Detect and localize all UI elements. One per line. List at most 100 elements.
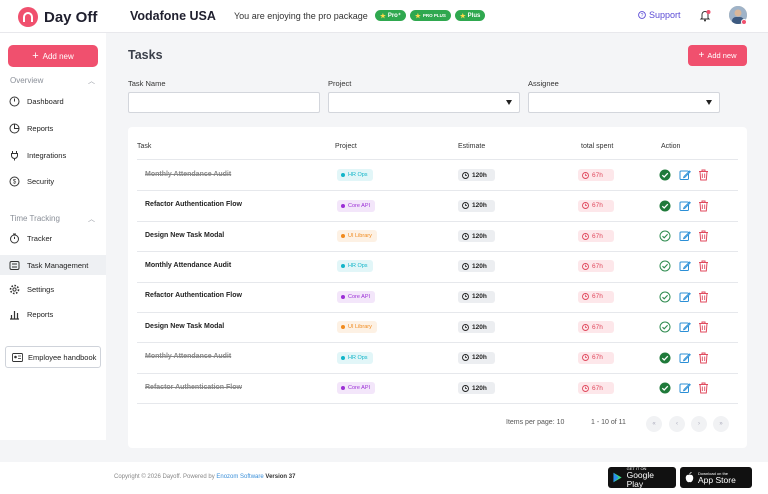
estimate-badge: 120h: [458, 169, 495, 182]
delete-button[interactable]: [698, 230, 709, 242]
task-name-cell[interactable]: Refactor Authentication Flow: [145, 383, 242, 391]
estimate-badge: 120h: [458, 260, 495, 273]
sidebar-item-tracker[interactable]: Tracker: [0, 228, 106, 248]
delete-button[interactable]: [698, 321, 709, 333]
complete-toggle[interactable]: [659, 321, 671, 333]
clock-icon: [582, 354, 589, 362]
complete-toggle[interactable]: [659, 291, 671, 303]
complete-toggle[interactable]: [659, 352, 671, 364]
project-select[interactable]: [328, 92, 520, 113]
assignee-label: Assignee: [528, 79, 559, 88]
complete-toggle[interactable]: [659, 260, 671, 272]
google-play-button[interactable]: GET IT ON Google Play: [608, 466, 676, 489]
previous-page-button[interactable]: ‹: [669, 416, 685, 432]
delete-button[interactable]: [698, 291, 709, 303]
project-tag: UI Library: [337, 321, 377, 334]
project-color-dot: [341, 294, 345, 299]
column-header-task: Task: [137, 143, 152, 150]
task-name-cell[interactable]: Monthly Attendance Audit: [145, 353, 232, 361]
column-header-total-spent: total spent: [581, 143, 614, 150]
sidebar-item-reports[interactable]: Reports: [0, 118, 106, 138]
edit-icon: [679, 261, 691, 272]
last-page-button[interactable]: »: [713, 416, 729, 432]
bar-chart-icon: [10, 310, 19, 320]
next-page-button[interactable]: ›: [691, 416, 707, 432]
complete-toggle[interactable]: [659, 382, 671, 394]
project-color-dot: [341, 325, 345, 330]
edit-icon: [679, 322, 691, 333]
edit-button[interactable]: [679, 169, 691, 181]
employee-handbook-button[interactable]: Employee handbook: [5, 346, 101, 368]
trash-icon: [699, 230, 708, 242]
edit-button[interactable]: [679, 352, 691, 364]
sidebar-add-new-button[interactable]: + Add new: [8, 45, 98, 67]
task-name-cell[interactable]: Monthly Attendance Audit: [145, 170, 232, 178]
pie-chart-icon: [9, 123, 20, 133]
sidebar-item-integrations[interactable]: Integrations: [0, 145, 106, 165]
task-name-cell[interactable]: Design New Task Modal: [145, 231, 225, 239]
edit-button[interactable]: [679, 291, 691, 303]
pro-badge: ★ Pro⁺: [375, 10, 406, 21]
task-name-cell[interactable]: Monthly Attendance Audit: [145, 261, 232, 269]
check-circle-outline-icon: [659, 260, 671, 272]
task-name-input[interactable]: [128, 92, 320, 113]
edit-button[interactable]: [679, 382, 691, 394]
google-play-icon: [613, 472, 622, 483]
delete-button[interactable]: [698, 169, 709, 181]
project-color-dot: [341, 264, 345, 269]
sidebar-item-security[interactable]: $ Security: [0, 171, 106, 191]
chevron-up-icon[interactable]: ︿: [88, 78, 95, 85]
sidebar-item-dashboard[interactable]: Dashboard: [0, 91, 106, 111]
notifications-button[interactable]: [699, 9, 711, 27]
task-name-cell[interactable]: Design New Task Modal: [145, 322, 225, 330]
check-circle-filled-icon: [659, 352, 671, 364]
clock-icon: [582, 202, 589, 210]
column-header-action: Action: [661, 143, 681, 150]
delete-button[interactable]: [698, 260, 709, 272]
complete-toggle[interactable]: [659, 169, 671, 181]
plug-icon: [11, 150, 18, 160]
package-badges: ★ Pro⁺ ★ PRO PLUS ★ Plus: [375, 10, 486, 21]
edit-button[interactable]: [679, 321, 691, 333]
project-tag: Core API: [337, 199, 376, 212]
caret-down-icon: [706, 100, 712, 105]
complete-toggle[interactable]: [659, 200, 671, 212]
app-store-button[interactable]: Download on the App Store: [680, 467, 752, 488]
clock-icon: [462, 384, 469, 392]
trash-icon: [699, 321, 708, 333]
svg-text:$: $: [13, 179, 17, 185]
dashboard-icon: [9, 96, 20, 106]
copyright-text: Copyright © 2026 Dayoff. Powered by Enoz…: [114, 474, 296, 480]
edit-button[interactable]: [679, 200, 691, 212]
row-divider: [137, 372, 738, 374]
assignee-select[interactable]: [528, 92, 720, 113]
add-new-task-button[interactable]: + Add new: [688, 45, 747, 66]
delete-button[interactable]: [698, 352, 709, 364]
sidebar-item-settings[interactable]: Settings: [0, 279, 106, 299]
edit-icon: [679, 352, 691, 363]
task-name-cell[interactable]: Refactor Authentication Flow: [145, 201, 242, 209]
sidebar-item-reports-tracking[interactable]: Reports: [0, 304, 106, 324]
complete-toggle[interactable]: [659, 230, 671, 242]
support-link[interactable]: ? Support: [638, 10, 681, 20]
project-color-dot: [341, 173, 345, 178]
task-name-cell[interactable]: Refactor Authentication Flow: [145, 292, 242, 300]
edit-icon: [679, 231, 691, 241]
first-page-button[interactable]: «: [646, 416, 662, 432]
row-divider: [137, 281, 738, 283]
sidebar-item-task-management[interactable]: Task Management: [0, 255, 106, 275]
chevron-up-icon[interactable]: ︿: [88, 216, 95, 223]
check-circle-outline-icon: [659, 291, 671, 303]
delete-button[interactable]: [698, 382, 709, 394]
security-icon: $: [9, 176, 20, 186]
edit-button[interactable]: [679, 260, 691, 272]
clock-icon: [582, 171, 589, 179]
items-per-page[interactable]: Items per page: 10: [506, 419, 565, 426]
delete-button[interactable]: [698, 200, 709, 212]
project-color-dot: [341, 355, 345, 360]
edit-button[interactable]: [679, 230, 691, 242]
check-circle-filled-icon: [659, 169, 671, 181]
powered-by-link[interactable]: Enozom Software: [216, 474, 264, 480]
app-name: Day Off: [44, 8, 98, 26]
app-logo[interactable]: Day Off: [18, 7, 97, 27]
